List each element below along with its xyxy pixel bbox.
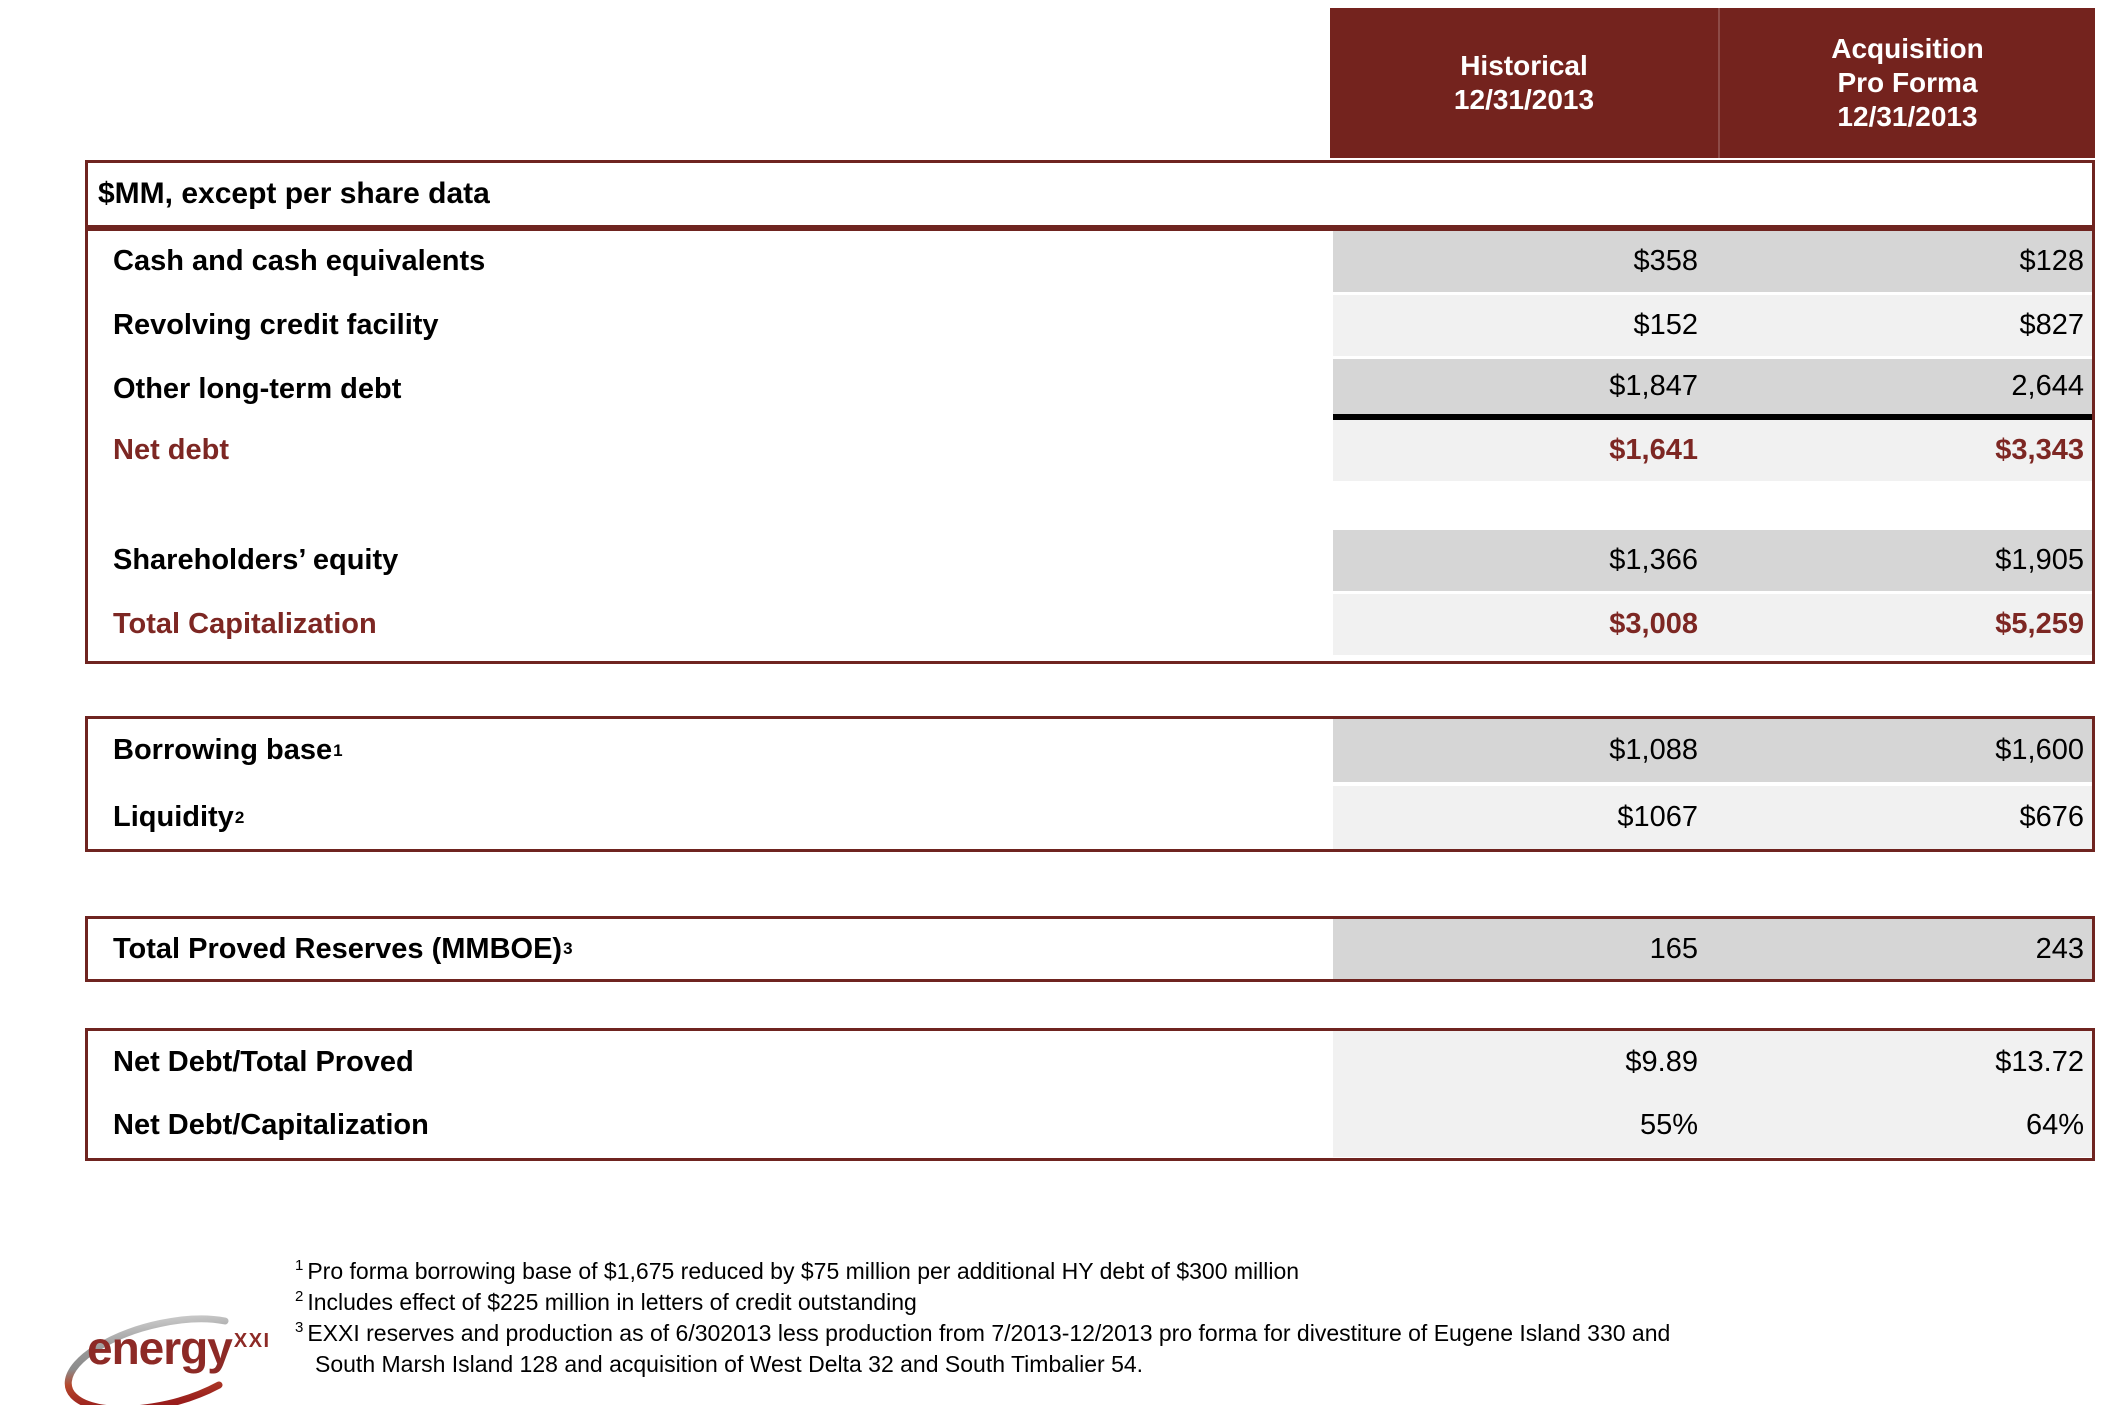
ratios-box: Net Debt/Total Proved $9.89 $13.72 Net Debt… [85,1028,2095,1161]
historical-value: $1,641 [1609,434,1698,466]
logo-wordmark: energy [87,1322,233,1374]
historical-value: $3,008 [1609,608,1698,640]
logo-suffix: XXI [233,1330,271,1352]
table-row: Total Proved Reserves (MMBOE) 3 165 243 [88,919,2092,979]
footnote-number: 2 [295,1288,304,1306]
proforma-value: $3,343 [1995,434,2084,466]
row-values: $1,088 $1,600 [1333,719,2092,782]
row-values: 55% 64% [1333,1094,2092,1157]
row-values: $1,641 $3,343 [1333,420,2092,481]
proforma-value: $1,600 [1995,734,2084,766]
proforma-value: $827 [2019,309,2084,341]
table-row: Other long-term debt $1,847 2,644 [88,359,2092,420]
table-row: Liquidity 2 $1067 $676 [88,786,2092,849]
row-values: $152 $827 [1333,295,2092,356]
historical-value: $1,088 [1609,734,1698,766]
row-label: Borrowing base 1 [88,719,1333,782]
row-label [88,481,1333,530]
row-values: $3,008 $5,259 [1333,594,2092,655]
proforma-value: $5,259 [1995,608,2084,640]
footnotes: 1 Pro forma borrowing base of $1,675 redu… [295,1256,1695,1380]
row-values [1333,481,2092,530]
column-header-line: 12/31/2013 [1453,84,1595,115]
proforma-value: $128 [2019,245,2084,277]
table-row: Net debt $1,641 $3,343 [88,420,2092,481]
row-label: Total Proved Reserves (MMBOE) 3 [88,919,1333,979]
table-row: Shareholders’ equity $1,366 $1,905 [88,530,2092,591]
energyxxi-logo: energy XXI [25,1293,285,1405]
proforma-value: 243 [2035,932,2084,965]
historical-value: 55% [1639,1109,1698,1141]
proforma-value: 64% [2025,1109,2084,1141]
proforma-value: $1,905 [1995,544,2084,576]
table-row: Borrowing base 1 $1,088 $1,600 [88,719,2092,782]
row-label: Cash and cash equivalents [88,231,1333,292]
reserves-box: Total Proved Reserves (MMBOE) 3 165 243 [85,916,2095,982]
row-values: 165 243 [1333,919,2092,979]
historical-value: $358 [1633,245,1698,277]
column-header-line: Pro Forma [1837,67,1978,98]
row-values: $9.89 $13.72 [1333,1031,2092,1094]
logo-swoosh-icon [64,1315,229,1405]
column-headers: Historical 12/31/2013 Acquisition Pro Form… [1330,8,2095,158]
proforma-value: 2,644 [2011,370,2084,402]
row-values: $1067 $676 [1333,786,2092,849]
footnote: 3 EXXI reserves and production as of 6/30… [295,1319,1671,1377]
row-label: Shareholders’ equity [88,530,1333,591]
row-values: $1,366 $1,905 [1333,530,2092,591]
borrowing-liquidity-box: Borrowing base 1 $1,088 $1,600 Liquidity 2 $10… [85,716,2095,852]
table-row: Total Capitalization $3,008 $5,259 [88,594,2092,655]
footnote: 1 Pro forma borrowing base of $1,675 redu… [295,1257,1300,1284]
footnote-number: 1 [295,1257,304,1275]
column-divider [1718,8,1720,158]
proforma-value: $13.72 [1995,1046,2084,1078]
units-label: $MM, except per share data [98,177,490,210]
row-label: Liquidity 2 [88,786,1333,849]
row-label: Net debt [88,420,1333,481]
column-header-line: 12/31/2013 [1837,101,1978,132]
table-row: Net Debt/Capitalization 55% 64% [88,1094,2092,1157]
historical-value: $1067 [1617,801,1698,833]
footnote: 2 Includes effect of $225 million in lett… [295,1288,917,1315]
capitalization-box: Cash and cash equivalents $358 $128 Revolvi… [85,228,2095,664]
column-header-line: Acquisition [1831,33,1984,64]
column-header-proforma: Acquisition Pro Forma 12/31/2013 [1720,8,2095,158]
table-row [88,481,2092,530]
row-label: Total Capitalization [88,594,1333,655]
table-row: Net Debt/Total Proved $9.89 $13.72 [88,1031,2092,1094]
row-label: Other long-term debt [88,359,1333,420]
table-row: Revolving credit facility $152 $827 [88,295,2092,356]
logo-text: energy XXI [87,1321,271,1375]
row-label: Revolving credit facility [88,295,1333,356]
table-row: Cash and cash equivalents $358 $128 [88,231,2092,292]
column-header-line: Historical [1460,50,1588,81]
row-label: Net Debt/Total Proved [88,1031,1333,1094]
historical-value: $9.89 [1625,1046,1698,1078]
historical-value: 165 [1649,932,1698,965]
row-values: $1,847 2,644 [1333,359,2092,420]
historical-value: $1,847 [1609,370,1698,402]
proforma-value: $676 [2019,801,2084,833]
footnote-number: 3 [295,1319,304,1337]
row-values: $358 $128 [1333,231,2092,292]
historical-value: $1,366 [1609,544,1698,576]
historical-value: $152 [1633,309,1698,341]
column-header-historical: Historical 12/31/2013 [1330,8,1718,158]
row-label: Net Debt/Capitalization [88,1094,1333,1157]
units-box: $MM, except per share data [85,160,2095,228]
